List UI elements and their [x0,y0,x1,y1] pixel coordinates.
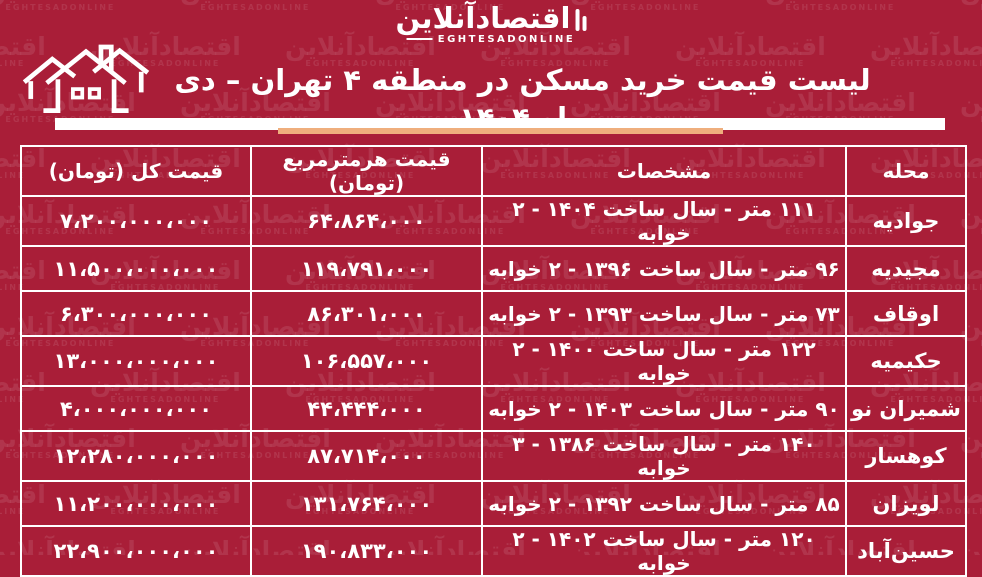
cell-specs: ۱۲۰ متر - سال ساخت ۱۴۰۲ - ۲ خوابه [481,525,847,577]
cell-total_price: ۷،۲۰۰،۰۰۰،۰۰۰ [20,195,252,247]
price-table-body: جوادیه ۱۱۱ متر - سال ساخت ۱۴۰۴ - ۲ خوابه ۶… [20,195,967,577]
cell-price_per_m2: ۸۶،۳۰۱،۰۰۰ [250,290,483,337]
table-row: حکیمیه ۱۲۲ متر - سال ساخت ۱۴۰۰ - ۲ خوابه ۱… [20,335,967,387]
house-icon [20,32,152,124]
cell-price_per_m2: ۱۳۱،۷۶۴،۰۰۰ [250,480,483,527]
cell-neighborhood: اوقاف [845,290,967,337]
page-title: لیست قیمت خرید مسکن در منطقه ۴ تهران – د… [174,63,871,135]
cell-price_per_m2: ۱۱۹،۷۹۱،۰۰۰ [250,245,483,292]
title-underline-accent [278,128,723,134]
table-row: کوهسار ۱۴۰ متر - سال ساخت ۱۳۸۶ - ۳ خوابه ۸… [20,430,967,482]
cell-specs: ۷۳ متر - سال ساخت ۱۳۹۳ - ۲ خوابه [481,290,847,337]
cell-neighborhood: شمیران نو [845,385,967,432]
logo-farsi-text: اقتصادآنلاین [395,1,571,35]
cell-total_price: ۱۳،۰۰۰،۰۰۰،۰۰۰ [20,335,252,387]
cell-total_price: ۱۱،۵۰۰،۰۰۰،۰۰۰ [20,245,252,292]
cell-price_per_m2: ۱۹۰،۸۳۳،۰۰۰ [250,525,483,577]
cell-neighborhood: کوهسار [845,430,967,482]
cell-specs: ۱۴۰ متر - سال ساخت ۱۳۸۶ - ۳ خوابه [481,430,847,482]
eghtesad-online-logo: اقتصادآنلاین EGHTESADONLINE [396,4,587,46]
table-row: شمیران نو ۹۰ متر - سال ساخت ۱۴۰۳ - ۲ خواب… [20,385,967,432]
title-underline [55,118,945,130]
column-header-neighborhood: محله [845,145,967,197]
cell-specs: ۹۰ متر - سال ساخت ۱۴۰۳ - ۲ خوابه [481,385,847,432]
price-table: محله مشخصات قیمت هرمترمربع (تومان) قیمت … [20,145,967,577]
column-header-specs: مشخصات [481,145,847,197]
cell-specs: ۱۱۱ متر - سال ساخت ۱۴۰۴ - ۲ خوابه [481,195,847,247]
column-header-total-price: قیمت کل (تومان) [20,145,252,197]
table-row: اوقاف ۷۳ متر - سال ساخت ۱۳۹۳ - ۲ خوابه ۸۶،… [20,290,967,337]
cell-total_price: ۱۱،۲۰۰،۰۰۰،۰۰۰ [20,480,252,527]
cell-neighborhood: مجیدیه [845,245,967,292]
column-header-price-per-m2: قیمت هرمترمربع (تومان) [250,145,483,197]
cell-total_price: ۶،۳۰۰،۰۰۰،۰۰۰ [20,290,252,337]
cell-specs: ۹۶ متر - سال ساخت ۱۳۹۶ - ۲ خوابه [481,245,847,292]
logo-latin-text: EGHTESADONLINE [396,33,587,46]
table-row: لویزان ۸۵ متر - سال ساخت ۱۳۹۲ - ۲ خوابه ۱۳… [20,480,967,527]
cell-specs: ۸۵ متر - سال ساخت ۱۳۹۲ - ۲ خوابه [481,480,847,527]
infographic-page: { "brand": { "logo_fa": "اقتصادآنلاین", … [0,0,982,555]
cell-neighborhood: حسین‌آباد [845,525,967,577]
cell-total_price: ۴،۰۰۰،۰۰۰،۰۰۰ [20,385,252,432]
logo-bars-icon [575,9,587,33]
cell-price_per_m2: ۱۰۶،۵۵۷،۰۰۰ [250,335,483,387]
table-header-row: محله مشخصات قیمت هرمترمربع (تومان) قیمت … [20,145,967,197]
cell-total_price: ۱۲،۲۸۰،۰۰۰،۰۰۰ [20,430,252,482]
cell-price_per_m2: ۸۷،۷۱۴،۰۰۰ [250,430,483,482]
table-row: جوادیه ۱۱۱ متر - سال ساخت ۱۴۰۴ - ۲ خوابه ۶… [20,195,967,247]
table-row: حسین‌آباد ۱۲۰ متر - سال ساخت ۱۴۰۲ - ۲ خوا… [20,525,967,577]
cell-neighborhood: جوادیه [845,195,967,247]
cell-total_price: ۲۲،۹۰۰،۰۰۰،۰۰۰ [20,525,252,577]
cell-price_per_m2: ۶۴،۸۶۴،۰۰۰ [250,195,483,247]
cell-price_per_m2: ۴۴،۴۴۴،۰۰۰ [250,385,483,432]
cell-neighborhood: حکیمیه [845,335,967,387]
cell-neighborhood: لویزان [845,480,967,527]
table-row: مجیدیه ۹۶ متر - سال ساخت ۱۳۹۶ - ۲ خوابه ۱۱… [20,245,967,292]
cell-specs: ۱۲۲ متر - سال ساخت ۱۴۰۰ - ۲ خوابه [481,335,847,387]
